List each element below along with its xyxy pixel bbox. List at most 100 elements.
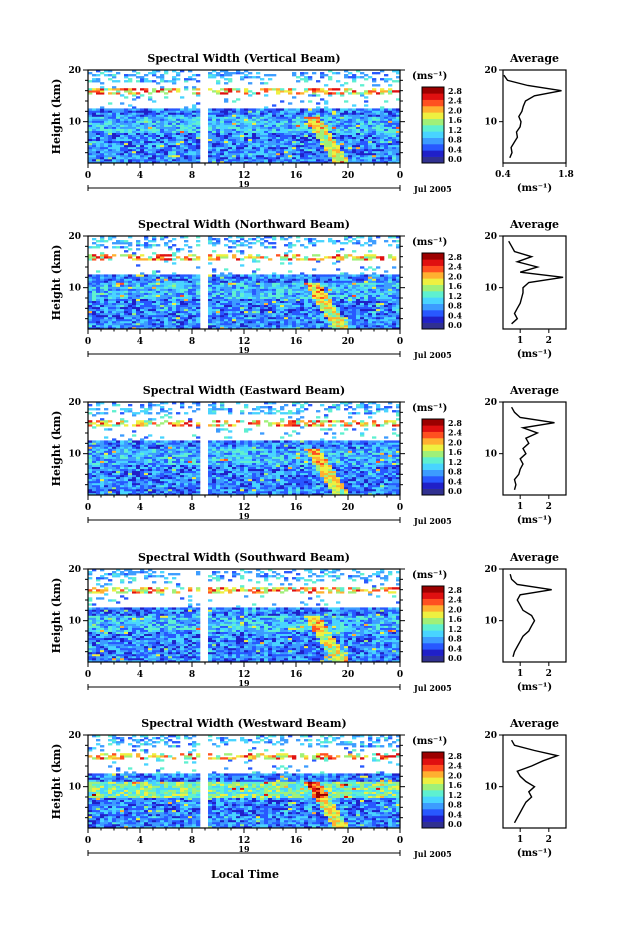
heatmap-cell [308, 314, 313, 318]
heatmap-cell [344, 288, 349, 291]
heatmap-cell [120, 284, 125, 287]
heatmap-cell [228, 308, 233, 312]
heatmap-cell [308, 158, 313, 162]
heatmap-cell [208, 274, 213, 277]
heatmap-cell [372, 160, 377, 164]
heatmap-cell [124, 80, 129, 83]
heatmap-cell [376, 118, 381, 121]
heatmap-cell [336, 140, 341, 144]
heatmap-cell [120, 114, 125, 117]
heatmap-cell [300, 74, 305, 77]
heatmap-cell [356, 312, 361, 316]
heatmap-cell [384, 302, 389, 306]
heatmap-cell [156, 152, 161, 156]
heatmap-cell [208, 132, 213, 135]
heatmap-cell [216, 80, 221, 83]
heatmap-cell [320, 128, 325, 131]
heatmap-cell [240, 306, 245, 310]
heatmap-cell [296, 292, 301, 295]
heatmap-cell [372, 120, 377, 123]
heatmap-cell [188, 114, 193, 117]
heatmap-cell [364, 78, 369, 81]
heatmap-cell [312, 144, 317, 148]
heatmap-cell [128, 152, 133, 156]
heatmap-cell [308, 154, 313, 158]
heatmap-cell [92, 310, 97, 314]
heatmap-cell [248, 300, 253, 304]
heatmap-cell [236, 148, 241, 152]
heatmap-cell [128, 312, 133, 316]
heatmap-cell [156, 258, 161, 261]
heatmap-cell [236, 154, 241, 158]
heatmap-cell [240, 282, 245, 285]
heatmap-cell [152, 150, 157, 154]
heatmap-cell [336, 158, 341, 162]
heatmap-cell [96, 120, 101, 123]
heatmap-cell [264, 128, 269, 131]
heatmap-cell [172, 152, 177, 156]
colorbar-swatch [422, 99, 444, 107]
heatmap-cell [184, 130, 189, 133]
heatmap-cell [352, 316, 357, 320]
heatmap-cell [140, 292, 145, 295]
heatmap-cell [300, 138, 305, 142]
heatmap-cell [320, 72, 325, 75]
heatmap-cell [236, 310, 241, 314]
heatmap-cell [196, 124, 201, 127]
heatmap-cell [244, 306, 249, 310]
heatmap-cell [316, 118, 321, 121]
heatmap-cell [384, 312, 389, 316]
heatmap-cell [252, 280, 257, 283]
heatmap-cell [144, 88, 149, 91]
heatmap-cell [348, 286, 353, 289]
heatmap-cell [260, 286, 265, 289]
heatmap-cell [244, 296, 249, 299]
heatmap-cell [156, 316, 161, 320]
heatmap-cell [100, 322, 105, 326]
heatmap-cell [280, 100, 285, 103]
heatmap-cell [236, 258, 241, 261]
heatmap-cell [264, 118, 269, 121]
colorbar-swatch [422, 137, 444, 145]
heatmap-cell [192, 274, 197, 277]
heatmap-cell [256, 316, 261, 320]
heatmap-cell [360, 290, 365, 293]
heatmap-cell [136, 284, 141, 287]
heatmap-cell [384, 240, 389, 243]
heatmap-cell [360, 124, 365, 127]
heatmap-cell [152, 142, 157, 146]
heatmap-cell [268, 130, 273, 133]
heatmap-cell [244, 294, 249, 297]
heatmap-cell [112, 128, 117, 131]
heatmap-cell [300, 148, 305, 152]
heatmap-cell [188, 318, 193, 322]
heatmap-cell [292, 160, 297, 164]
heatmap-cell [264, 146, 269, 150]
heatmap-cell [212, 308, 217, 312]
heatmap-cell [344, 76, 349, 79]
heatmap-cell [380, 116, 385, 119]
heatmap-cell [172, 290, 177, 293]
heatmap-cell [160, 140, 165, 144]
heatmap-cell [188, 304, 193, 308]
heatmap-cell [284, 310, 289, 314]
heatmap-cell [224, 124, 229, 127]
heatmap-cell [132, 284, 137, 287]
heatmap-cell [260, 288, 265, 291]
heatmap-cell [296, 146, 301, 150]
heatmap-cell [268, 136, 273, 140]
heatmap-cell [128, 292, 133, 295]
heatmap-cell [216, 134, 221, 138]
heatmap-cell [212, 288, 217, 291]
heatmap-cell [196, 140, 201, 144]
heatmap-cell [292, 326, 297, 330]
heatmap-cell [340, 160, 345, 164]
heatmap-cell [296, 280, 301, 283]
heatmap-cell [116, 306, 121, 310]
heatmap-cell [248, 310, 253, 314]
heatmap-cell [388, 298, 393, 301]
heatmap-cell [300, 100, 305, 103]
heatmap-cell [260, 274, 265, 277]
heatmap-cell [164, 314, 169, 318]
heatmap-cell [264, 296, 269, 299]
